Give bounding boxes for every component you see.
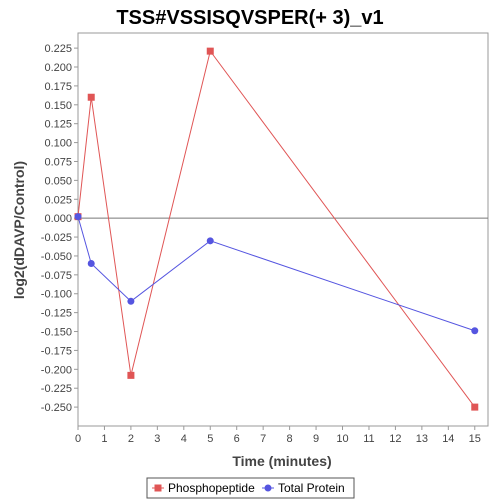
x-tick-label: 13 <box>416 433 428 445</box>
x-tick-label: 0 <box>75 433 81 445</box>
y-tick-label: -0.075 <box>41 270 72 282</box>
x-tick-label: 7 <box>260 433 266 445</box>
chart-title: TSS#VSSISQVSPER(+ 3)_v1 <box>116 7 383 29</box>
x-tick-label: 2 <box>128 433 134 445</box>
y-tick-label: -0.200 <box>41 364 72 376</box>
y-tick-label: -0.175 <box>41 345 72 357</box>
x-tick-label: 11 <box>363 433 374 445</box>
data-point-total-protein <box>87 260 95 268</box>
x-tick-label: 1 <box>101 433 107 445</box>
legend-label-total-protein: Total Protein <box>278 481 345 495</box>
y-tick-label: 0.100 <box>44 138 72 150</box>
x-axis-label: Time (minutes) <box>232 453 331 469</box>
x-tick-label: 6 <box>234 433 240 445</box>
y-tick-label: -0.150 <box>41 327 72 339</box>
x-tick-label: 12 <box>389 433 401 445</box>
y-tick-label: -0.250 <box>41 402 72 414</box>
data-point-total-protein <box>471 327 479 335</box>
data-point-total-protein <box>74 213 82 221</box>
legend-label-phosphopeptide: Phosphopeptide <box>168 481 255 495</box>
y-axis-label: log2(dDAVP/Control) <box>11 161 27 299</box>
legend: Phosphopeptide Total Protein <box>146 477 355 499</box>
data-point-phosphopeptide <box>87 93 95 101</box>
x-tick-label: 5 <box>207 433 213 445</box>
y-tick-label: 0.225 <box>44 43 72 55</box>
y-tick-label: 0.150 <box>44 100 72 112</box>
y-tick-label: -0.125 <box>41 308 72 320</box>
y-tick-label: 0.075 <box>44 156 72 168</box>
y-tick-label: 0.025 <box>44 194 72 206</box>
data-point-total-protein <box>127 297 135 305</box>
data-point-phosphopeptide <box>471 403 479 411</box>
y-tick-label: -0.025 <box>41 232 72 244</box>
x-tick-label: 15 <box>469 433 481 445</box>
data-point-phosphopeptide <box>127 371 135 379</box>
y-tick-label: 0.050 <box>44 175 72 187</box>
plot-area <box>77 32 489 427</box>
x-tick-label: 8 <box>287 433 293 445</box>
y-tick-label: -0.100 <box>41 289 72 301</box>
legend-box <box>146 477 355 499</box>
y-tick-label: -0.050 <box>41 251 72 263</box>
legend-marker-total-protein <box>264 484 272 492</box>
y-tick-label: 0.175 <box>44 81 72 93</box>
y-tick-label: -0.225 <box>41 383 72 395</box>
y-tick-label: 0.125 <box>44 119 72 131</box>
x-tick-label: 9 <box>313 433 319 445</box>
data-point-total-protein <box>206 237 214 245</box>
y-tick-label: 0.000 <box>44 213 72 225</box>
y-tick-label: 0.200 <box>44 62 72 74</box>
legend-marker-phosphopeptide <box>154 484 162 492</box>
data-point-phosphopeptide <box>206 47 214 55</box>
x-tick-label: 14 <box>442 433 454 445</box>
x-tick-label: 10 <box>336 433 348 445</box>
x-tick-label: 3 <box>154 433 160 445</box>
x-tick-label: 4 <box>181 433 187 445</box>
